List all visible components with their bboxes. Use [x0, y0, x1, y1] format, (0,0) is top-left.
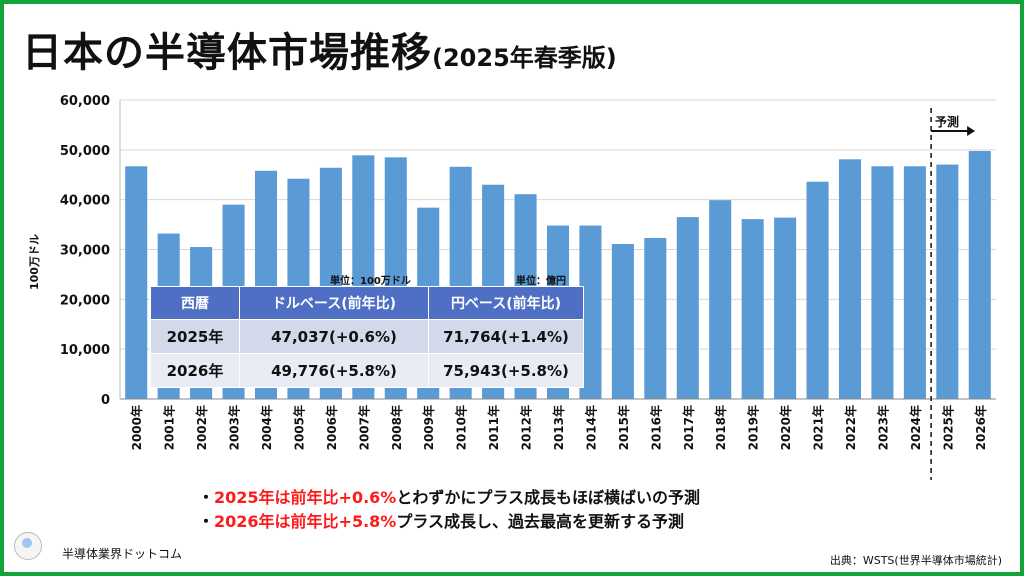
y-tick-label: 10,000	[60, 343, 110, 358]
note-bullet: ・	[198, 488, 215, 507]
note-text: プラス成長し、過去最高を更新する予測	[396, 512, 685, 531]
chart-axes	[119, 100, 996, 400]
y-tick-label: 30,000	[60, 244, 110, 259]
x-tick-label: 2007年	[356, 405, 371, 450]
note-highlight: 2025年は前年比+0.6%	[214, 488, 397, 507]
x-tick-label: 2022年	[843, 405, 858, 450]
x-tick-label: 2003年	[227, 405, 242, 450]
x-tick-label: 2013年	[551, 405, 566, 450]
x-tick-label: 2023年	[875, 405, 890, 450]
table-row: 2025年 47,037(+0.6%) 71,764(+1.4%)	[150, 319, 584, 354]
table-unit-dollar: 単位：100万ドル	[330, 276, 411, 287]
x-tick-label: 2021年	[811, 405, 826, 450]
x-tick-label: 2025年	[940, 405, 955, 450]
bar	[806, 181, 829, 399]
x-tick-label: 2012年	[519, 405, 534, 450]
note-item: ・2025年は前年比+0.6%とわずかにプラス成長もほぼ横ばいの予測	[198, 486, 700, 510]
x-tick-label: 2004年	[259, 405, 274, 450]
table-cell: 2026年	[150, 353, 240, 388]
site-name: 半導体業界ドットコム	[62, 547, 183, 561]
table-cell: 75,943(+5.8%)	[428, 353, 584, 388]
table-header-dollar: ドルベース(前年比)	[239, 286, 429, 320]
bar	[611, 244, 634, 399]
x-tick-label: 2000年	[129, 405, 144, 450]
forecast-marker	[930, 108, 976, 480]
x-tick-label: 2015年	[616, 405, 631, 450]
bar	[125, 166, 148, 399]
y-tick-label: 0	[101, 393, 110, 408]
y-tick-label: 50,000	[60, 144, 110, 159]
bar	[774, 217, 797, 399]
table-header-yen: 円ベース(前年比)	[428, 286, 584, 320]
forecast-arrow-icon	[967, 126, 976, 136]
bar	[871, 166, 894, 399]
y-tick-label: 60,000	[60, 94, 110, 109]
table-unit-yen: 単位：億円	[516, 276, 566, 287]
x-tick-label: 2002年	[194, 405, 209, 450]
title-subtitle: (2025年春季版)	[432, 44, 617, 72]
bar	[968, 150, 991, 399]
note-bullet: ・	[198, 512, 215, 531]
y-axis-ticks: 0 10,000 20,000 30,000 40,000 50,000 60,000	[60, 94, 110, 408]
bar	[579, 225, 602, 399]
table-cell: 71,764(+1.4%)	[428, 319, 584, 354]
x-tick-label: 2001年	[162, 405, 177, 450]
x-axis-ticks: 2000年 2001年 2002年 2003年 2004年 2005年 2006年 2007年…	[129, 405, 988, 450]
x-tick-label: 2011年	[486, 405, 501, 450]
note-highlight: 2026年は前年比+5.8%	[214, 512, 397, 531]
bar	[644, 238, 667, 399]
x-tick-label: 2016年	[648, 405, 663, 450]
x-tick-label: 2010年	[454, 405, 469, 450]
x-tick-label: 2020年	[778, 405, 793, 450]
x-tick-label: 2019年	[746, 405, 761, 450]
x-tick-label: 2009年	[421, 405, 436, 450]
table-row: 2026年 49,776(+5.8%) 75,943(+5.8%)	[150, 353, 584, 388]
bar	[709, 200, 732, 399]
x-tick-label: 2018年	[713, 405, 728, 450]
page-title: 日本の半導体市場推移(2025年春季版)	[22, 20, 617, 78]
bar	[838, 159, 862, 399]
note-item: ・2026年は前年比+5.8%プラス成長し、過去最高を更新する予測	[198, 510, 700, 534]
forecast-label: 予測	[935, 115, 960, 129]
x-tick-label: 2014年	[583, 405, 598, 450]
bar	[903, 166, 926, 399]
site-logo-icon	[14, 532, 42, 560]
source-credit: 出典：WSTS(世界半導体市場統計)	[829, 554, 1002, 567]
table-cell: 2025年	[150, 319, 240, 354]
x-tick-label: 2005年	[291, 405, 306, 450]
table-cell: 49,776(+5.8%)	[239, 353, 429, 388]
x-tick-label: 2024年	[908, 405, 923, 450]
note-text: とわずかにプラス成長もほぼ横ばいの予測	[396, 488, 701, 507]
bar	[936, 164, 959, 399]
x-tick-label: 2017年	[681, 405, 696, 450]
x-tick-label: 2006年	[324, 405, 339, 450]
table-cell: 47,037(+0.6%)	[239, 319, 429, 354]
y-tick-label: 20,000	[60, 293, 110, 308]
x-tick-label: 2026年	[973, 405, 988, 450]
y-tick-label: 40,000	[60, 194, 110, 209]
bar	[741, 219, 764, 399]
summary-notes: ・2025年は前年比+0.6%とわずかにプラス成長もほぼ横ばいの予測 ・2026…	[198, 486, 700, 534]
x-tick-label: 2008年	[389, 405, 404, 450]
title-main: 日本の半導体市場推移	[22, 30, 432, 76]
bar	[676, 217, 699, 399]
forecast-table: 西暦 ドルベース(前年比) 円ベース(前年比) 2025年 47,037(+0.…	[150, 286, 584, 388]
table-header-year: 西暦	[150, 286, 240, 320]
